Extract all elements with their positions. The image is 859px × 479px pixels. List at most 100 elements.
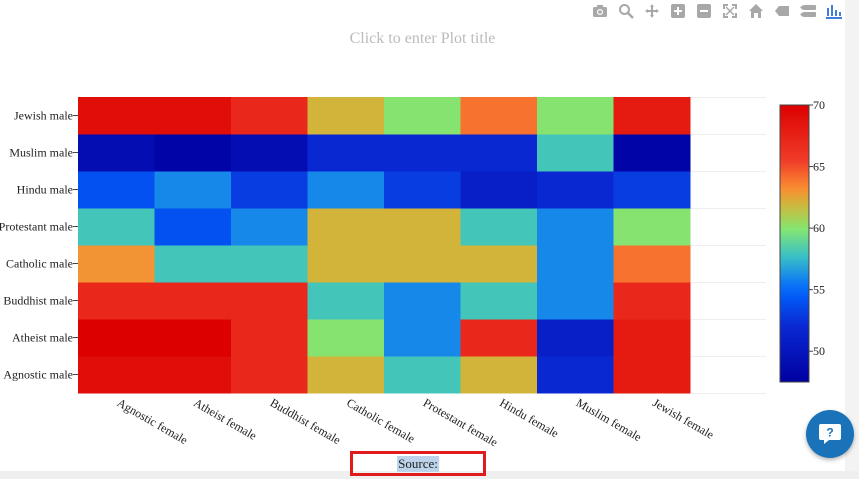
- y-tick-label: Agnostic male: [3, 368, 73, 382]
- x-tick-label: Agnostic female: [115, 395, 190, 447]
- heatmap-cell: [613, 97, 691, 135]
- colorbar-tick-label: 60: [813, 221, 825, 235]
- heatmap-cell: [460, 356, 538, 394]
- heatmap-cell: [154, 97, 232, 135]
- heatmap-cell: [537, 208, 614, 246]
- heatmap-cell: [537, 171, 614, 209]
- heatmap-cell: [460, 319, 538, 357]
- heatmap-cell: [537, 97, 614, 135]
- heatmap-cell: [384, 208, 461, 246]
- x-tick-label: Protestant female: [421, 395, 500, 449]
- heatmap-cell: [154, 171, 232, 209]
- heatmap-cell: [613, 356, 691, 394]
- camera-button[interactable]: [589, 2, 611, 20]
- spike-lines-button[interactable]: [771, 2, 793, 20]
- heatmap-cell: [231, 208, 308, 246]
- heatmap-cell: [307, 134, 385, 172]
- zoom-icon: [619, 4, 634, 19]
- heatmap-cell: [154, 319, 232, 357]
- x-tick-label: Muslim female: [574, 395, 644, 444]
- heatmap-cell: [613, 171, 691, 209]
- modebar: [589, 2, 845, 20]
- colorbar: [779, 104, 810, 383]
- heatmap-cell: [384, 134, 461, 172]
- x-tick-label: Atheist female: [191, 395, 259, 442]
- heatmap-cell: [78, 208, 155, 246]
- heatmap-cell: [384, 97, 461, 135]
- help-button[interactable]: ?: [806, 410, 854, 458]
- heatmap-cell: [78, 282, 155, 320]
- heatmap-cell: [384, 356, 461, 394]
- heatmap-cell: [460, 134, 538, 172]
- zoom-out-button[interactable]: [693, 2, 715, 20]
- heatmap-cell: [231, 97, 308, 135]
- heatmap-cell: [613, 282, 691, 320]
- heatmap-cell: [613, 319, 691, 357]
- heatmap-cell: [154, 282, 232, 320]
- x-tick-label: Jewish female: [650, 395, 716, 441]
- autoscale-icon: [723, 4, 737, 18]
- heatmap-cell: [78, 245, 155, 283]
- heatmap-cell: [78, 356, 155, 394]
- heatmap-cell: [231, 134, 308, 172]
- heatmap-cell: [537, 282, 614, 320]
- heatmap-cell: [78, 97, 155, 135]
- heatmap-cell: [307, 356, 385, 394]
- pan-icon: [645, 4, 659, 18]
- heatmap-cell: [460, 171, 538, 209]
- compare-button[interactable]: [797, 2, 819, 20]
- heatmap-cell: [154, 134, 232, 172]
- heatmap-cell: [613, 208, 691, 246]
- heatmap-cell: [154, 356, 232, 394]
- heatmap-cell: [231, 356, 308, 394]
- autoscale-button[interactable]: [719, 2, 741, 20]
- svg-text:?: ?: [826, 426, 833, 440]
- heatmap-cell: [307, 171, 385, 209]
- heatmap-cell: [613, 245, 691, 283]
- x-tick-label: Catholic female: [344, 395, 417, 445]
- colorbar-tick-label: 65: [813, 160, 825, 174]
- chat-help-icon: ?: [819, 424, 841, 444]
- colorbar-tick-label: 55: [813, 283, 825, 297]
- y-tick-label: Hindu male: [17, 183, 73, 197]
- heatmap-cell: [460, 97, 538, 135]
- plotly-logo-icon: [826, 5, 842, 19]
- heatmap-cell: [78, 134, 155, 172]
- colorbar-tick-label: 50: [813, 344, 825, 358]
- heatmap-cell: [231, 171, 308, 209]
- heatmap-cell: [384, 171, 461, 209]
- heatmap-cell: [460, 282, 538, 320]
- heatmap-cell: [231, 282, 308, 320]
- y-tick-label: Jewish male: [14, 109, 73, 123]
- source-label[interactable]: Source:: [397, 455, 439, 472]
- source-annotation-box[interactable]: Source:: [350, 451, 486, 476]
- heatmap-cell: [537, 356, 614, 394]
- camera-icon: [593, 5, 607, 17]
- heatmap-cell: [537, 319, 614, 357]
- heatmap-chart: Agnostic male Atheist male Buddhist male Ca…: [0, 97, 825, 449]
- heatmap-cell: [307, 319, 385, 357]
- pan-button[interactable]: [641, 2, 663, 20]
- plotly-logo-button[interactable]: [823, 2, 845, 20]
- heatmap-cell: [537, 245, 614, 283]
- heatmap-cell: [307, 208, 385, 246]
- heatmap-cell: [154, 245, 232, 283]
- heatmap-cell: [384, 245, 461, 283]
- heatmap-cell: [384, 282, 461, 320]
- heatmap-cell: [613, 134, 691, 172]
- y-tick-label: Protestant male: [0, 220, 73, 234]
- plot-title-placeholder[interactable]: Click to enter Plot title: [349, 30, 496, 47]
- heatmap-cell: [78, 319, 155, 357]
- heatmap-cell: [307, 97, 385, 135]
- heatmap-cell: [307, 282, 385, 320]
- heatmap-cell: [231, 245, 308, 283]
- home-button[interactable]: [745, 2, 767, 20]
- heatmap-cell: [460, 245, 538, 283]
- zoom-button[interactable]: [615, 2, 637, 20]
- scrollbar-track[interactable]: [845, 0, 859, 479]
- y-tick-label: Atheist male: [12, 331, 73, 345]
- zoom-in-button[interactable]: [667, 2, 689, 20]
- heatmap-cell: [537, 134, 614, 172]
- heatmap-cell: [78, 171, 155, 209]
- zoom-in-icon: [671, 4, 685, 18]
